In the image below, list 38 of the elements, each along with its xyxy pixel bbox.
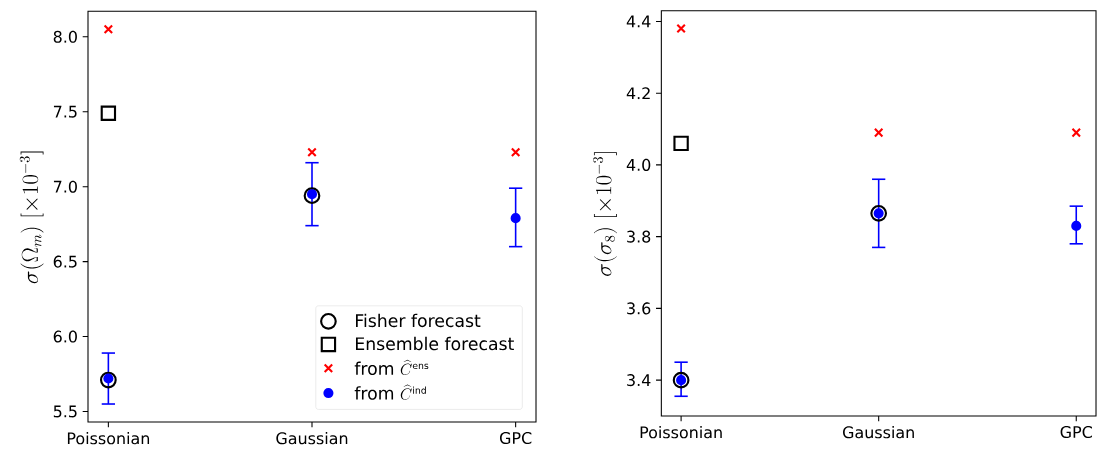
y-tick-label: 7.0 [53,180,77,193]
x-tick-label: GPC [1060,426,1092,439]
point [1071,127,1082,138]
point [510,213,521,224]
y-tick-label: 3.8 [627,230,651,243]
point [510,147,521,158]
legend-label: $\mbox{Fisher forecast}$ [356,313,481,328]
legend-label: $\mbox{Ensemble forecast}$ [356,336,514,351]
x-tick-label: Poissonian [640,426,722,439]
y-axis-title: $\sigma(\sigma_8)\ [\times 10^{-3}]$ [593,152,617,276]
point [303,187,321,205]
y-tick-label: 4.4 [626,15,651,28]
x-tick-label: Gaussian [843,426,914,439]
point [672,371,690,389]
y-tick-label: 5.5 [53,405,77,418]
y-tick-label: 8.0 [53,30,77,43]
y-tick-label: 7.5 [53,105,77,118]
point [307,147,317,158]
y-tick-label: 3.6 [627,302,651,315]
legend-label: $\mbox{from }\widehat{C}^{\mbox{\scriptsize ens}}$ [354,359,429,376]
point [676,23,686,34]
point [873,127,884,138]
point [99,371,117,389]
x-tick-label: Poissonian [67,432,150,445]
x-tick-label: Gaussian [276,432,348,445]
y-tick-label: 4.0 [626,158,651,171]
x-tick-label: GPC [499,432,532,445]
point [870,204,888,222]
point [1071,220,1082,231]
y-tick-label: 4.2 [626,87,650,100]
point [103,24,114,35]
legend-label: $\mbox{from }\widehat{C}^{\mbox{\scriptsize ind}}$ [354,384,426,400]
y-tick-label: 3.4 [627,374,651,387]
y-tick-label: 6.0 [53,330,77,343]
point [100,105,117,121]
y-tick-label: 6.5 [53,255,77,268]
y-axis-title: $\sigma(\Omega_m)\ [\times 10^{-3}]$ [19,151,44,284]
point [673,135,689,152]
